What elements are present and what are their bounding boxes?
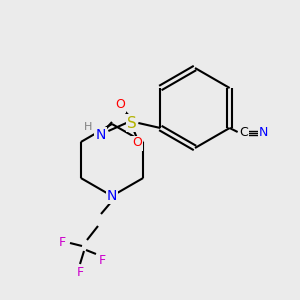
Text: O: O — [116, 98, 125, 112]
Text: C: C — [239, 127, 248, 140]
Text: F: F — [76, 266, 84, 278]
Text: H: H — [84, 122, 92, 132]
Text: S: S — [128, 116, 137, 130]
Text: F: F — [58, 236, 66, 250]
Text: N: N — [107, 189, 117, 203]
Text: O: O — [132, 136, 142, 149]
Text: F: F — [98, 254, 106, 266]
Text: N: N — [95, 128, 106, 142]
Text: N: N — [259, 127, 268, 140]
